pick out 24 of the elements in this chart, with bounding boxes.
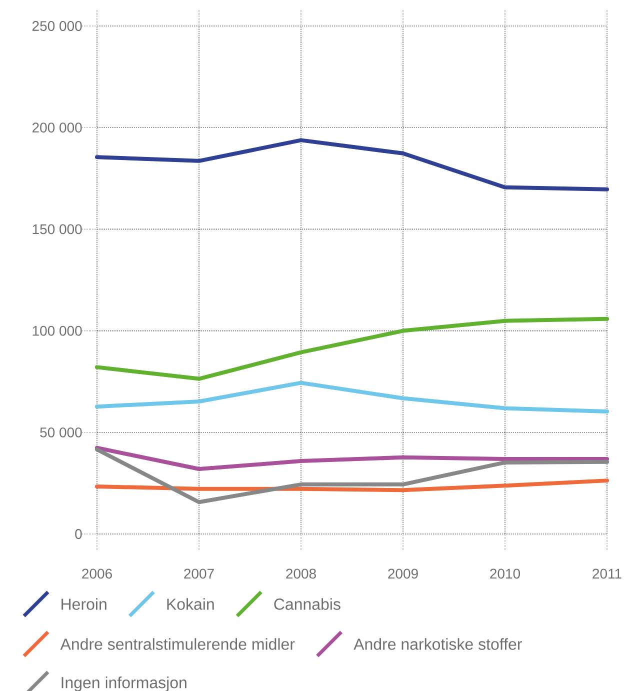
- line-series: [95, 316, 610, 381]
- line-series: [95, 138, 610, 192]
- x-tick-label: 2009: [388, 568, 418, 579]
- legend-label: Ingen informasjon: [62, 676, 186, 691]
- x-tick-label: 2008: [286, 568, 316, 579]
- legend-label: Cannabis: [274, 598, 340, 610]
- line-series: [95, 446, 610, 471]
- line-series: [95, 380, 610, 414]
- y-tick-label: 150 000: [32, 224, 82, 234]
- legend-label: Andre sentralstimulerende midler: [60, 638, 295, 650]
- y-tick-label: 0: [75, 529, 82, 539]
- line-series: [95, 447, 610, 504]
- y-tick-label: 100 000: [32, 326, 82, 336]
- y-tick-label: 200 000: [32, 122, 82, 133]
- line-series: [95, 478, 610, 492]
- legend-label: Andre narkotiske stoffer: [354, 638, 522, 650]
- x-tick-label: 2006: [82, 568, 112, 579]
- y-tick-label: 50 000: [40, 427, 82, 438]
- legend-label: Kokain: [167, 598, 214, 610]
- y-tick-label: 250 000: [32, 21, 82, 31]
- x-tick-label: 2011: [592, 568, 622, 579]
- legend-label: Heroin: [62, 598, 106, 610]
- x-tick-label: 2010: [490, 568, 520, 579]
- x-tick-label: 2007: [184, 568, 214, 579]
